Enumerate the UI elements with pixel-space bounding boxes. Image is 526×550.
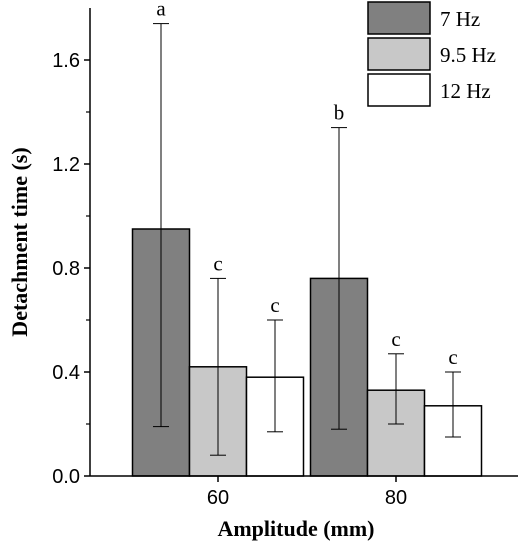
significance-labels-layer: a b c c c c <box>156 0 457 369</box>
x-axis-title: Amplitude (mm) <box>217 516 374 541</box>
bars-layer <box>131 228 483 477</box>
x-tick-label: 80 <box>385 487 407 509</box>
y-tick-label: 0.8 <box>52 258 80 280</box>
y-tick-label: 0.4 <box>52 362 80 384</box>
legend: 7 Hz 9.5 Hz 12 Hz <box>367 1 496 107</box>
significance-label: a <box>156 0 166 21</box>
significance-label: c <box>391 327 400 351</box>
legend-label: 12 Hz <box>440 79 491 103</box>
legend-label: 9.5 Hz <box>440 43 496 67</box>
y-tick-label: 0.0 <box>52 466 80 488</box>
error-bars-layer <box>153 23 461 456</box>
legend-swatch-12-hz <box>367 73 431 107</box>
significance-label: c <box>270 293 279 317</box>
y-axis-title: Detachment time (s) <box>7 147 32 336</box>
legend-swatch-9-5-hz <box>367 37 431 71</box>
y-tick-label: 1.6 <box>52 50 80 72</box>
x-ticks-layer: 60 80 <box>207 476 407 509</box>
significance-label: b <box>334 101 345 125</box>
legend-swatch-7-hz <box>367 1 431 35</box>
y-ticks-layer: 0.0 0.4 0.8 1.2 1.6 <box>52 50 90 488</box>
significance-label: c <box>213 251 222 275</box>
x-tick-label: 60 <box>207 487 229 509</box>
y-tick-label: 1.2 <box>52 154 80 176</box>
legend-label: 7 Hz <box>440 7 480 31</box>
axes-layer <box>89 8 518 477</box>
significance-label: c <box>448 345 457 369</box>
